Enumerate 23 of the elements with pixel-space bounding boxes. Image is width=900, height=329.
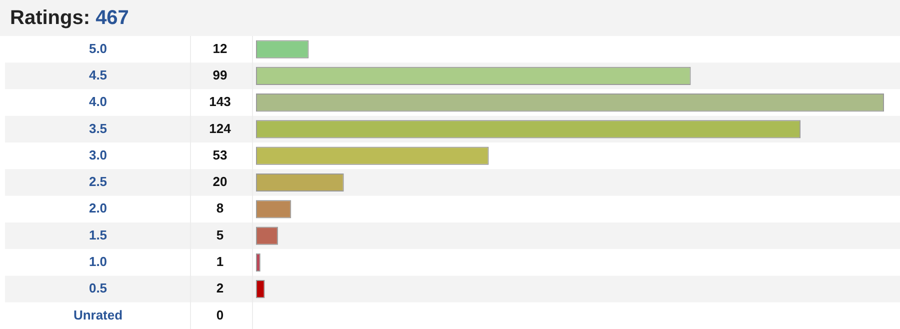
data-label: 0 [216,307,224,322]
data-label: 12 [212,40,228,56]
data-label: 124 [209,120,232,136]
data-label: 53 [212,147,228,162]
data-label: 99 [212,68,228,83]
y-tick-label: 2.5 [88,174,108,190]
y-tick-label: 4.5 [88,68,108,83]
data-label: 5 [216,227,224,242]
y-tick-label: 1.5 [88,227,108,242]
data-label: 2 [216,280,224,296]
y-tick-label: 3.5 [88,120,108,136]
y-tick-label: 0.5 [88,280,108,296]
y-tick-label: 4.0 [88,94,108,110]
y-tick-label: 2.0 [88,200,108,216]
y-tick-label: 5.0 [88,40,108,56]
data-label: 143 [209,94,231,110]
y-tick-label: 1.0 [88,254,108,269]
data-label: 8 [216,200,224,216]
y-tick-label: Unrated [73,307,123,322]
data-label: 20 [212,174,228,190]
data-label: 1 [216,254,224,269]
y-tick-label: 3.0 [88,147,108,162]
text: Ratings: 467 [10,6,129,30]
